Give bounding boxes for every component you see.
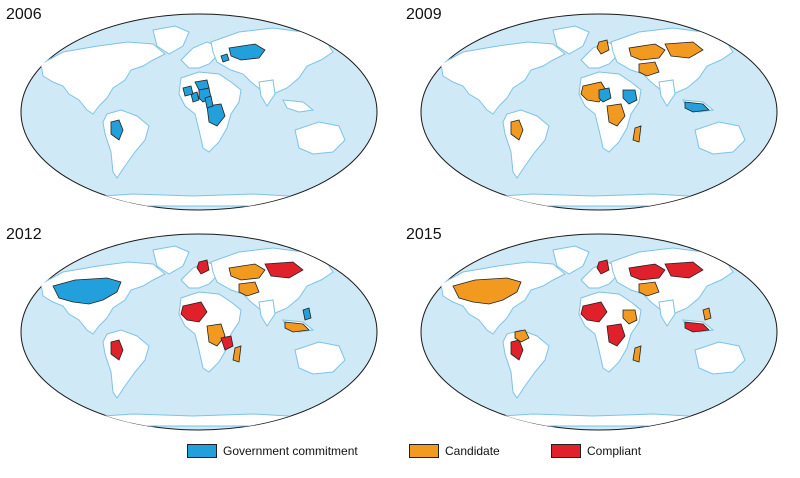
country-indonesia bbox=[684, 321, 710, 333]
legend-swatch bbox=[409, 444, 439, 458]
country-azerbaijan bbox=[220, 53, 230, 63]
country-ethiopia bbox=[622, 309, 638, 325]
continent-shape bbox=[694, 121, 746, 155]
map-panel-2012: 2012 bbox=[4, 222, 394, 437]
year-label: 2009 bbox=[406, 6, 442, 23]
continent-shape bbox=[210, 27, 334, 95]
world-map bbox=[20, 233, 378, 431]
country-united-states bbox=[52, 277, 122, 305]
map-panel-2015: 2015 bbox=[404, 222, 794, 437]
country-ethiopia bbox=[622, 89, 638, 105]
country-dr-congo bbox=[606, 323, 626, 347]
continent-shape bbox=[658, 299, 676, 327]
continent-shape bbox=[210, 247, 334, 315]
continent-shape bbox=[152, 25, 190, 55]
country-kazakhstan bbox=[628, 263, 666, 281]
continent-shape bbox=[440, 41, 566, 115]
continent-shape bbox=[610, 27, 734, 95]
continent-shape bbox=[72, 193, 324, 207]
country-peru bbox=[510, 339, 524, 361]
continent-shape bbox=[694, 341, 746, 375]
country-nigeria bbox=[598, 87, 612, 103]
map-panel-2009: 2009 bbox=[404, 2, 794, 217]
country-kazakhstan bbox=[628, 43, 666, 61]
country-cameroon bbox=[204, 95, 214, 109]
country-peru bbox=[510, 119, 524, 141]
country-philippines bbox=[302, 307, 312, 321]
country-ghana bbox=[190, 91, 200, 103]
country-afghanistan bbox=[238, 281, 260, 297]
country-mongolia bbox=[264, 261, 304, 279]
continent-shape bbox=[472, 413, 724, 427]
country-mongolia bbox=[664, 261, 704, 279]
continent-shape bbox=[282, 99, 315, 113]
year-label: 2015 bbox=[406, 226, 442, 243]
country-kazakhstan bbox=[228, 263, 266, 281]
country-niger bbox=[194, 79, 210, 91]
country-west-africa bbox=[580, 301, 608, 323]
country-philippines bbox=[702, 307, 712, 321]
legend-label: Compliant bbox=[587, 444, 642, 458]
continent-shape bbox=[552, 245, 590, 275]
country-west-africa bbox=[180, 301, 208, 323]
continent-shape bbox=[258, 299, 276, 327]
legend-label: Candidate bbox=[445, 444, 500, 458]
continent-shape bbox=[294, 341, 346, 375]
year-label: 2006 bbox=[6, 6, 42, 23]
country-norway bbox=[596, 39, 610, 55]
map-panel-2006: 2006 bbox=[4, 2, 394, 217]
continent-shape bbox=[258, 79, 276, 107]
country-united-states bbox=[452, 277, 522, 305]
country-indonesia bbox=[284, 321, 310, 333]
continent-shape bbox=[610, 247, 734, 315]
country-dr-congo bbox=[206, 323, 226, 347]
land-layer bbox=[40, 245, 346, 427]
country-peru bbox=[110, 339, 124, 361]
legend-swatch bbox=[551, 444, 581, 458]
continent-shape bbox=[658, 79, 676, 107]
land-layer bbox=[440, 25, 746, 207]
continent-shape bbox=[40, 41, 166, 115]
continent-shape bbox=[294, 121, 346, 155]
country-indonesia bbox=[684, 101, 710, 113]
world-map bbox=[420, 233, 778, 431]
year-label: 2012 bbox=[6, 226, 42, 243]
country-dr-congo bbox=[606, 103, 626, 127]
country-tanzania bbox=[220, 335, 234, 351]
country-madagascar bbox=[232, 345, 242, 363]
continent-shape bbox=[72, 413, 324, 427]
country-guinea bbox=[182, 85, 194, 97]
continent-shape bbox=[552, 25, 590, 55]
land-layer bbox=[40, 25, 346, 207]
country-madagascar bbox=[632, 345, 642, 363]
country-mongolia bbox=[664, 41, 704, 59]
country-peru bbox=[110, 119, 124, 141]
world-map bbox=[420, 13, 778, 211]
legend-item-compliant: Compliant bbox=[551, 444, 641, 458]
legend-label: Government commitment bbox=[223, 444, 358, 458]
country-norway bbox=[596, 259, 610, 275]
world-map bbox=[20, 13, 378, 211]
legend: Government commitment Candidate Complian… bbox=[0, 444, 800, 464]
country-afghanistan bbox=[638, 61, 660, 77]
country-colombia bbox=[514, 329, 530, 343]
country-afghanistan bbox=[638, 281, 660, 297]
legend-swatch bbox=[187, 444, 217, 458]
country-madagascar bbox=[632, 125, 642, 143]
country-norway bbox=[196, 259, 210, 275]
continent-shape bbox=[472, 193, 724, 207]
continent-shape bbox=[152, 245, 190, 275]
country-dr-congo bbox=[206, 103, 226, 127]
country-kazakhstan bbox=[228, 43, 266, 61]
legend-item-government-commitment: Government commitment bbox=[187, 444, 358, 458]
legend-item-candidate: Candidate bbox=[409, 444, 500, 458]
land-layer bbox=[440, 245, 746, 427]
